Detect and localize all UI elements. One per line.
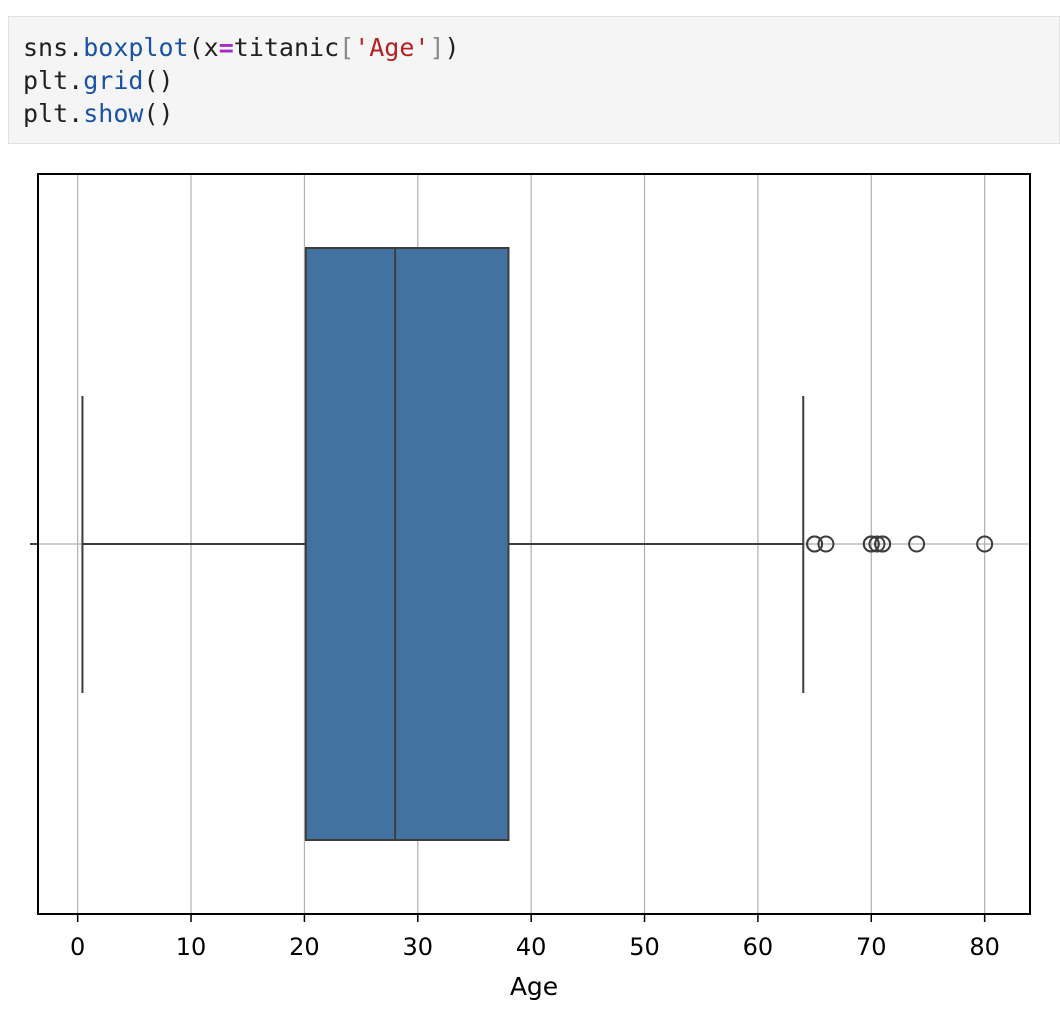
- outlier-point-5: [868, 535, 886, 553]
- code-cell[interactable]: sns.boxplot(x=titanic['Age']) plt.grid()…: [8, 16, 1060, 144]
- x-tick-label-50: 50: [629, 933, 660, 961]
- outlier-point-9: [976, 535, 994, 553]
- box-iqr: [304, 247, 510, 841]
- x-tick-label-30: 30: [403, 933, 434, 961]
- outlier-point-1: [806, 535, 824, 553]
- x-tick-label-10: 10: [176, 933, 207, 961]
- outlier-point-7: [874, 535, 892, 553]
- boxplot-chart: 0 10 20 30 40 50 60 70 80 Age: [30, 173, 1031, 1001]
- x-tick-label-60: 60: [743, 933, 774, 961]
- x-axis-label: Age: [510, 972, 558, 1001]
- code-line-3: plt.show(): [23, 99, 174, 128]
- outlier-point-4: [862, 535, 880, 553]
- x-tick-label-40: 40: [516, 933, 547, 961]
- x-tick-label-0: 0: [70, 933, 85, 961]
- x-tick-label-20: 20: [289, 933, 320, 961]
- code-line-1: sns.boxplot(x=titanic['Age']): [23, 33, 460, 62]
- chart-output: 0 10 20 30 40 50 60 70 80 Age: [0, 150, 1060, 1008]
- x-tick-label-80: 80: [969, 933, 1000, 961]
- outlier-point-8: [908, 535, 926, 553]
- code-line-2: plt.grid(): [23, 66, 174, 95]
- plot-marks: [81, 247, 994, 841]
- outlier-point-2: [817, 535, 835, 553]
- x-axis-ticks: 0 10 20 30 40 50 60 70 80: [30, 543, 1000, 961]
- x-tick-label-70: 70: [856, 933, 887, 961]
